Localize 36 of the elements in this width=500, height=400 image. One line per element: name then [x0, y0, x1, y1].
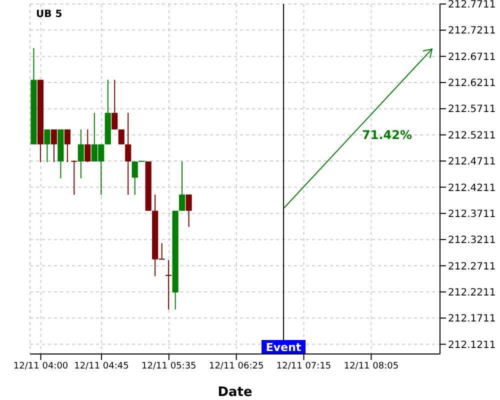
x-tick-label: 12/11 04:45	[74, 361, 129, 372]
candlestick	[125, 112, 132, 196]
y-tick-label: 212.5711	[448, 104, 496, 116]
candlestick	[166, 259, 172, 310]
candlestick	[50, 128, 57, 163]
candlestick	[78, 128, 84, 179]
y-tick-label: 212.2711	[448, 261, 496, 272]
text: UB 5	[36, 9, 62, 20]
y-tick-label: 212.1211	[448, 340, 496, 351]
y-tick-label: 212.3211	[448, 235, 496, 246]
ref-line-label: Event	[266, 341, 302, 354]
y-tick-label: 212.7211	[448, 26, 496, 37]
x-tick-label: 12/11 04:00	[13, 361, 68, 372]
candlestick	[179, 160, 186, 212]
y-tick-label: 212.2211	[448, 287, 496, 298]
candlestick	[44, 128, 50, 163]
candlestick	[84, 128, 91, 163]
y-tick-label: 212.6211	[448, 78, 496, 90]
candlestick	[118, 128, 124, 145]
y-tick-label: 212.7711	[448, 0, 496, 11]
y-tick-label: 212.6711	[448, 52, 496, 63]
x-tick-label: 12/11 05:35	[142, 361, 196, 372]
x-tick-label: 12/11 07:15	[276, 361, 332, 372]
y-tick-label: 212.5211	[448, 130, 496, 142]
x-tick-label: 12/11 08:05	[344, 361, 399, 372]
x-axis-title: Date	[218, 385, 252, 400]
y-tick-label: 212.4211	[448, 182, 496, 194]
y-tick-label: 212.3711	[448, 208, 496, 220]
candlestick	[64, 128, 70, 163]
x-tick-label: 12/11 06:25	[208, 361, 264, 372]
candlestick	[186, 194, 192, 228]
candlestick	[71, 160, 78, 196]
y-tick-label: 212.4711	[448, 156, 496, 168]
y-tick-label: 212.1711	[448, 314, 496, 325]
candlestick	[112, 79, 118, 130]
annotation: 71.42%	[362, 128, 412, 142]
